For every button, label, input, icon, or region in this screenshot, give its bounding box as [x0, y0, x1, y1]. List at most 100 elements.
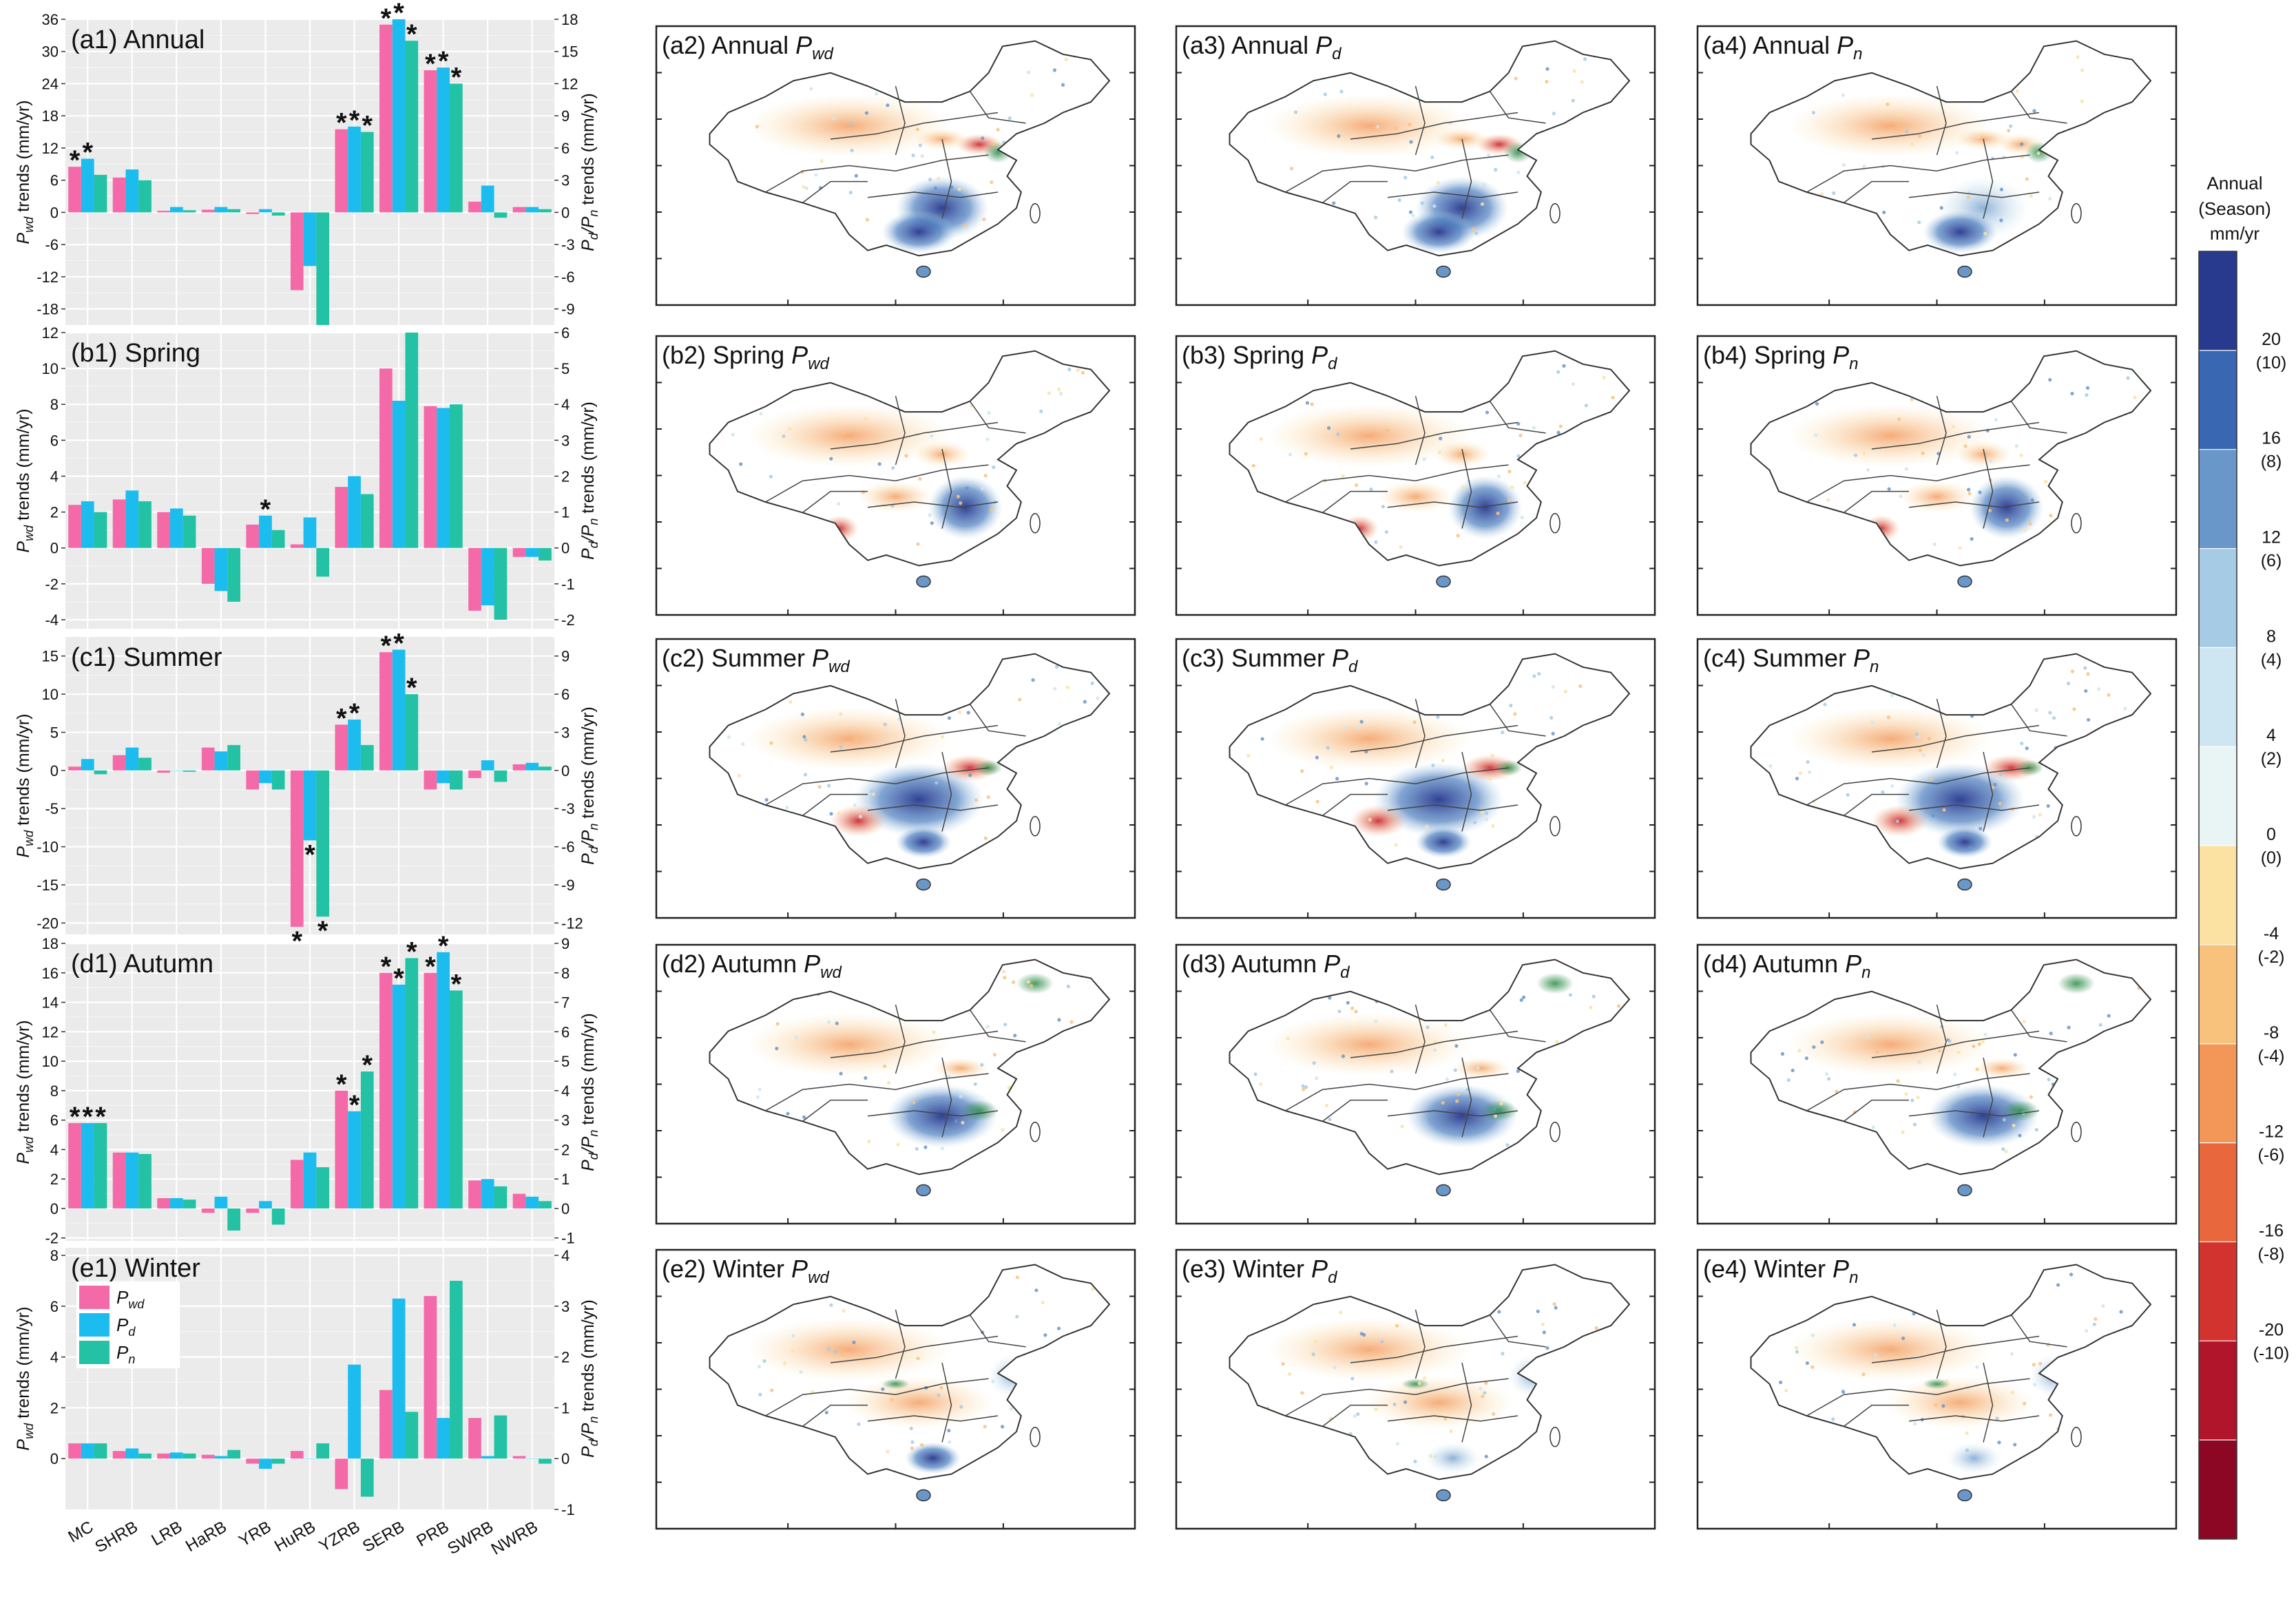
right-tick-label: 6	[561, 140, 570, 157]
bar-P_wd-YRB	[246, 1208, 260, 1213]
map-station-dot	[1554, 1306, 1558, 1310]
map-station-dot	[817, 785, 822, 789]
map-station-dot	[1910, 1098, 1914, 1102]
basin-boundary	[1806, 464, 2030, 503]
map-d2: (d2) Autumn Pwd	[655, 943, 1136, 1225]
map-station-dot	[940, 735, 945, 739]
bar-P_d-LRB	[170, 508, 183, 548]
map-trend-blob	[2002, 1100, 2039, 1122]
bar-P_n-MC	[94, 1122, 107, 1208]
map-station-dot	[800, 712, 804, 716]
map-title: (d3) Autumn Pd	[1182, 950, 1350, 982]
map-station-dot	[1329, 765, 1334, 769]
map-station-dot	[2015, 89, 2019, 94]
map-trend-blob	[844, 1376, 994, 1430]
map-station-dot	[1359, 720, 1364, 724]
map-fill	[727, 661, 1100, 858]
map-station-dot	[1431, 763, 1435, 768]
map-station-dot	[1436, 180, 1440, 185]
map-station-dot	[1067, 367, 1072, 372]
map-station-dot	[803, 773, 807, 777]
bar-P_n-MC	[94, 1443, 107, 1459]
right-tick-label: 9	[561, 935, 570, 952]
map-station-dot	[1394, 843, 1398, 847]
map-station-dot	[1901, 1130, 1905, 1134]
map-station-dot	[890, 1398, 894, 1402]
map-label-bg	[1178, 28, 1364, 61]
map-station-dot	[1304, 1085, 1308, 1089]
bar-P_wd-LRB	[157, 1453, 171, 1459]
map-station-dot	[1090, 681, 1094, 685]
map-station-dot	[727, 735, 731, 740]
map-station-dot	[1302, 1087, 1306, 1091]
map-station-dot	[1422, 457, 1426, 461]
basin-boundary	[1871, 1335, 2040, 1363]
map-station-dot	[870, 789, 874, 793]
hainan-island	[916, 575, 931, 588]
map-station-dot	[1312, 1061, 1316, 1065]
map-station-dot	[1494, 1114, 1498, 1118]
basin-boundary	[895, 1309, 906, 1379]
china-outline	[1229, 1264, 1631, 1480]
hainan-island	[1957, 265, 1972, 278]
map-station-dot	[1315, 799, 1319, 804]
left-tick-label: -12	[36, 269, 59, 286]
significance-star: *	[425, 952, 436, 982]
colorbar-tick-season: (-2)	[2258, 948, 2285, 967]
bar-P_wd-SERB	[379, 1390, 393, 1459]
map-trend-blob	[1974, 1058, 2030, 1079]
left-tick-label: 10	[42, 686, 59, 703]
map-station-dot	[1456, 534, 1460, 538]
map-station-dot	[1862, 164, 1866, 168]
map-station-dot	[937, 1393, 941, 1397]
map-station-dot	[1820, 1040, 1824, 1045]
map-trend-blob	[831, 805, 886, 837]
bar-P_wd-YRB	[246, 524, 260, 548]
bar-P_n-SHRB	[138, 1153, 152, 1208]
bar-P_wd-NWRB	[512, 1193, 526, 1208]
map-station-dot	[985, 437, 990, 441]
bar-P_n-HaRB	[227, 209, 240, 213]
map-station-dot	[1281, 1362, 1285, 1366]
bar-P_wd-SWRB	[468, 201, 481, 213]
map-station-dot	[1420, 201, 1424, 205]
basin-boundary	[765, 154, 989, 193]
significance-star: *	[349, 698, 360, 729]
panel-title: (c1) Summer	[71, 643, 222, 672]
map-station-dot	[2097, 687, 2101, 691]
basin-boundary	[1936, 698, 1947, 768]
right-tick-label: 8	[561, 965, 570, 982]
map-station-dot	[1305, 401, 1310, 405]
map-station-dot	[2048, 1413, 2053, 1417]
basin-boundary	[1387, 501, 1519, 508]
map-station-dot	[1584, 404, 1588, 408]
map-station-dot	[915, 127, 919, 132]
panel-title: (d1) Autumn	[71, 950, 213, 979]
map-station-dot	[980, 1063, 984, 1067]
map-station-dot	[1479, 1386, 1483, 1391]
map-station-dot	[1400, 1124, 1404, 1129]
map-station-dot	[1810, 1365, 1815, 1369]
basin-boundary	[1983, 1362, 1994, 1443]
map-station-dot	[1866, 1034, 1870, 1039]
colorbar-tick-annual: 0	[2266, 825, 2276, 844]
significance-star: *	[70, 1102, 81, 1132]
china-outline	[1229, 350, 1631, 567]
colorbar-tick-annual: 16	[2262, 429, 2281, 448]
colorbar-tick-annual: -16	[2259, 1221, 2284, 1240]
colorbar-tick-season: (-4)	[2258, 1047, 2285, 1066]
map-station-dot	[1015, 1275, 1019, 1279]
map-station-dot	[1981, 1040, 1985, 1044]
map-e2: (e2) Winter Pwd	[655, 1248, 1136, 1530]
legend-label-n: Pn	[116, 1342, 135, 1366]
map-station-dot	[1917, 134, 1922, 138]
map-station-dot	[1841, 1390, 1846, 1394]
map-station-dot	[1351, 1359, 1355, 1363]
map-station-dot	[1337, 134, 1341, 138]
map-title: (e4) Winter Pn	[1703, 1255, 1858, 1287]
map-station-dot	[974, 798, 979, 802]
bar-P_n-SHRB	[138, 180, 152, 213]
basin-boundary	[830, 421, 999, 450]
map-station-dot	[1967, 435, 1971, 439]
map-station-dot	[1443, 1416, 1448, 1421]
